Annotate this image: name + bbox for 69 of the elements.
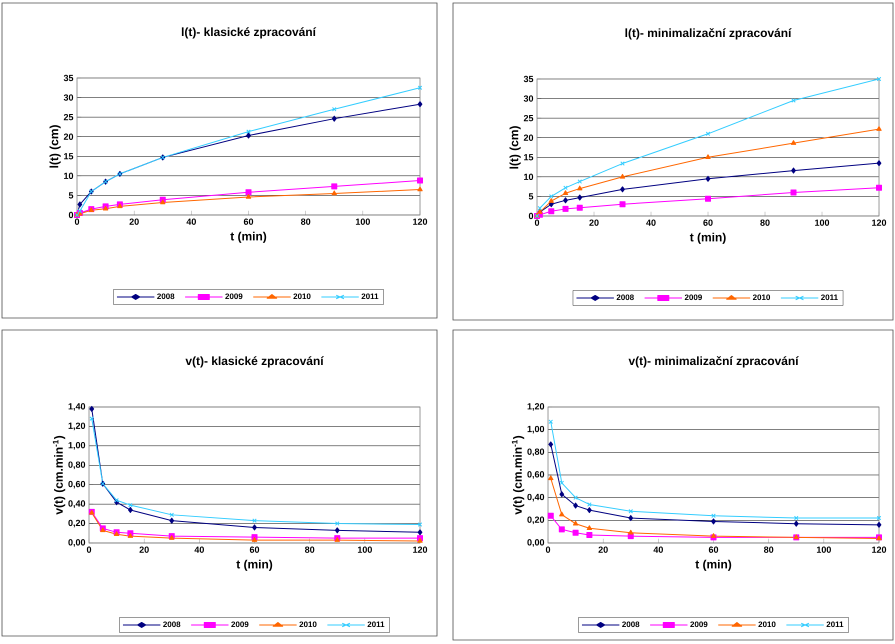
x-axis-title: t (min) [690, 232, 726, 244]
chart-title: v(t)- minimalizační zpracování [628, 356, 799, 368]
x-tick-label: 120 [872, 546, 886, 553]
x-tick-label: 100 [816, 546, 831, 553]
y-tick-label: 15 [64, 153, 74, 160]
x-tick-label: 20 [598, 546, 608, 553]
y-tick-label: 0,40 [527, 494, 544, 502]
chart-title: l(t)- klasické zpracování [182, 27, 316, 38]
x-tick-label: 120 [413, 546, 428, 553]
y-tick-label: 25 [524, 114, 534, 122]
y-tick-label: 5 [528, 193, 534, 200]
y-tick-label: 1,20 [68, 422, 86, 430]
x-tick-label: 0 [86, 546, 92, 553]
x-tick-label: 120 [872, 219, 886, 226]
y-tick-label: 0,60 [68, 480, 86, 489]
x-tick-label: 60 [708, 546, 718, 553]
x-axis-title: t (min) [695, 560, 732, 571]
x-axis-title: t (min) [230, 232, 266, 243]
y-tick-label: 30 [64, 94, 74, 101]
y-axis-title: l(t) (cm) [510, 126, 521, 169]
x-tick-label: 100 [815, 219, 830, 226]
x-tick-label: 60 [250, 546, 260, 553]
x-tick-label: 100 [358, 546, 372, 553]
x-tick-label: 20 [130, 218, 139, 225]
y-tick-label: 0,20 [527, 516, 544, 524]
x-tick-label: 80 [760, 219, 770, 226]
x-tick-label: 40 [646, 219, 656, 226]
y-tick-label: 5 [68, 192, 74, 199]
y-tick-label: 35 [524, 76, 534, 82]
x-tick-label: 20 [589, 219, 599, 226]
x-tick-label: 20 [140, 546, 149, 553]
y-tick-label: 10 [64, 172, 74, 180]
y-tick-label: 25 [64, 114, 74, 120]
x-tick-label: 120 [413, 218, 428, 225]
y-tick-label: 0 [68, 212, 74, 218]
y-tick-label: 20 [524, 134, 534, 141]
chart-title: l(t)- minimalizační zpracování [625, 28, 792, 40]
y-tick-label: 1,00 [68, 442, 86, 450]
y-tick-label: 0,80 [68, 461, 86, 470]
y-tick-label: 10 [524, 174, 534, 180]
y-tick-label: 0,80 [527, 448, 544, 456]
x-tick-label: 100 [356, 218, 370, 225]
y-tick-label: 15 [524, 154, 534, 160]
x-tick-label: 60 [244, 218, 254, 225]
y-tick-label: 0,00 [68, 539, 86, 547]
x-tick-label: 80 [304, 546, 314, 553]
y-tick-label: 0,20 [68, 520, 86, 528]
y-tick-label: 35 [64, 74, 74, 82]
x-tick-label: 40 [194, 546, 204, 553]
x-tick-label: 40 [186, 218, 196, 225]
chart-title: v(t)- klasické zpracování [185, 356, 324, 368]
x-tick-label: 0 [546, 546, 550, 553]
y-tick-label: 0,40 [68, 500, 86, 508]
y-tick-label: 1,00 [528, 426, 544, 434]
y-tick-label: 1,40 [68, 403, 86, 411]
x-tick-label: 80 [300, 218, 310, 225]
x-tick-label: 60 [703, 219, 713, 226]
y-axis-title: l(t) (cm) [50, 125, 61, 168]
y-tick-label: 1,20 [528, 403, 544, 411]
y-tick-label: 0,60 [527, 471, 544, 479]
y-axis-title: v(t) (cm.min$^{-1}$) [512, 436, 524, 515]
x-tick-label: 40 [654, 546, 663, 553]
x-axis-title: t (min) [236, 560, 272, 571]
y-tick-label: 0,00 [527, 539, 544, 547]
y-tick-label: 30 [524, 95, 534, 102]
y-axis-title: v(t) (cm.min$^{-1}$) [52, 436, 66, 515]
y-tick-label: 0 [528, 212, 534, 220]
y-tick-label: 20 [64, 134, 74, 140]
x-tick-label: 80 [764, 546, 774, 553]
